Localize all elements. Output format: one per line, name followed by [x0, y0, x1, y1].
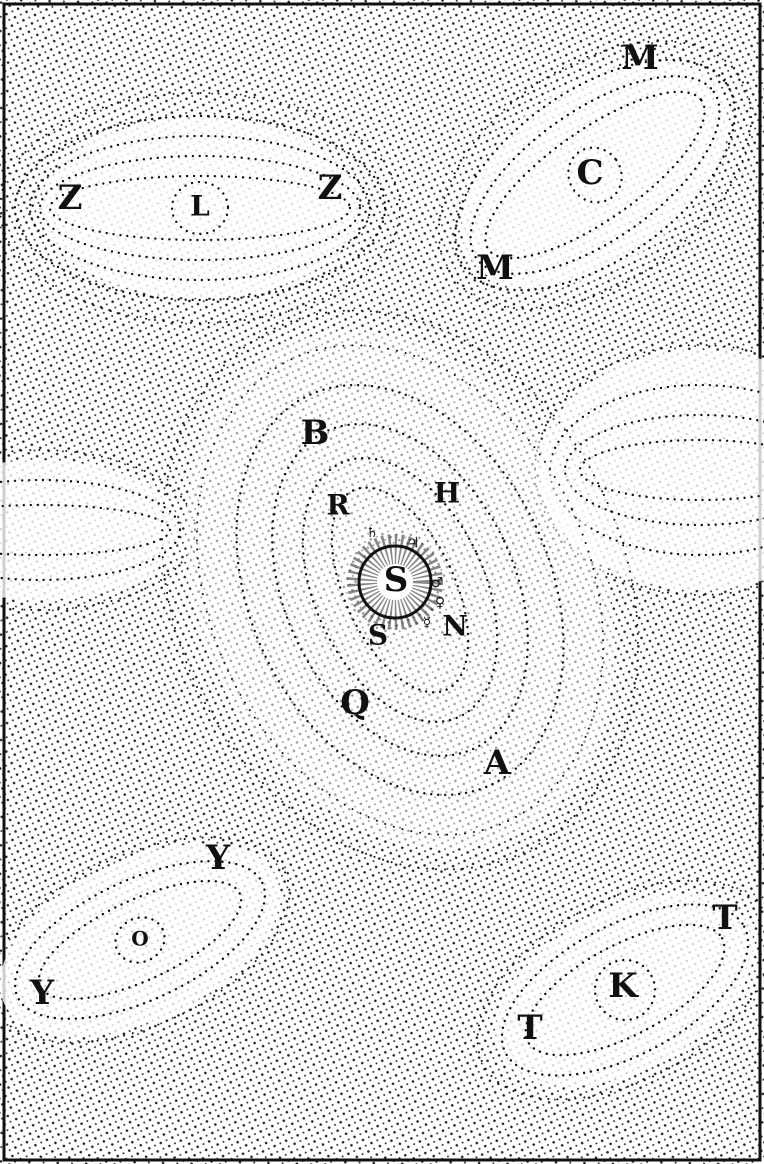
label: M	[621, 38, 659, 78]
label: O	[131, 927, 148, 951]
label: Z	[58, 178, 83, 218]
label: Z	[318, 168, 343, 208]
label: L	[190, 190, 210, 223]
label: K	[608, 966, 639, 1006]
label: T	[712, 898, 737, 938]
label: C	[576, 153, 603, 193]
label: S	[384, 560, 409, 600]
planet-symbol: ♀	[435, 595, 445, 611]
label: B	[301, 413, 330, 453]
label: Y	[29, 973, 55, 1013]
planet-symbol: ☿	[423, 615, 432, 631]
planet-symbol: ♄	[366, 525, 379, 541]
planet-symbol: ♂	[431, 575, 444, 591]
label: T	[517, 1008, 542, 1048]
label: N	[442, 610, 468, 643]
label: Y	[205, 838, 231, 878]
label: S	[368, 619, 388, 652]
planet-symbol: ♃	[407, 535, 420, 551]
vortex-engraving: Z L Z M C M B R H S S N Q A ♄ ♃ ♂ ♀ ☿ Y …	[0, 0, 764, 1164]
label: H	[434, 477, 460, 510]
label: R	[326, 489, 350, 522]
label: A	[483, 743, 511, 783]
label: M	[476, 248, 514, 288]
label: Q	[340, 683, 370, 723]
